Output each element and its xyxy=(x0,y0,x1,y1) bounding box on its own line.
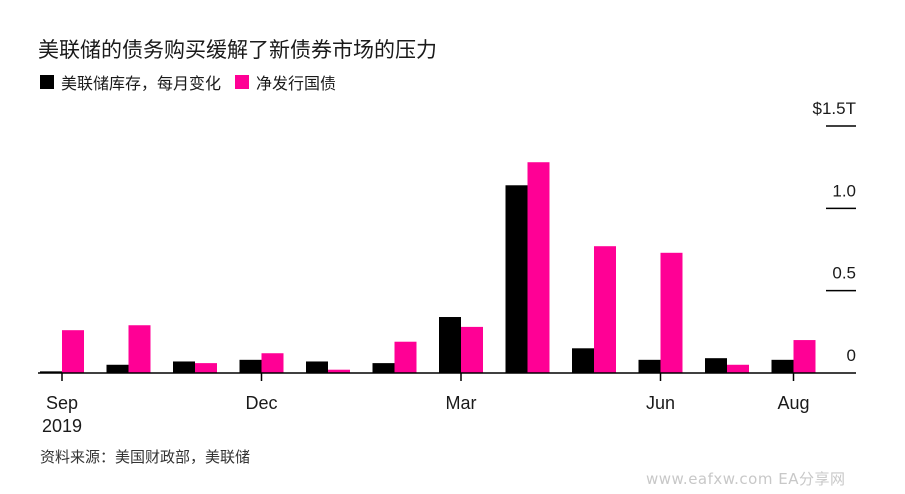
bar-net-issuance xyxy=(128,325,151,373)
chart-title: 美联储的债务购买缓解了新债券市场的压力 xyxy=(38,38,437,62)
bar-net-issuance xyxy=(461,326,483,373)
x-tick-label: Aug xyxy=(777,393,809,413)
legend-label: 美联储库存，每月变化 xyxy=(61,74,222,93)
legend-item-fed-holdings: 美联储库存，每月变化 xyxy=(40,70,221,94)
source-note: 资料来源：美国财政部，美联储 xyxy=(40,448,251,466)
bar-net-issuance xyxy=(727,364,749,373)
legend-swatch-black xyxy=(40,75,54,89)
watermark: www.eafxw.com EA分享网 xyxy=(646,470,846,488)
bar-fed-holdings xyxy=(239,359,262,373)
bar-fed-holdings xyxy=(106,364,129,373)
x-tick-sublabel: 2019 xyxy=(42,416,82,436)
bar-net-issuance xyxy=(328,369,350,373)
bar-fed-holdings xyxy=(505,185,528,373)
bar-fed-holdings xyxy=(439,317,461,373)
bar-fed-holdings xyxy=(40,371,62,373)
legend-label: 净发行国债 xyxy=(256,74,337,93)
y-tick-label: $1.5T xyxy=(813,99,856,118)
y-tick-label: 0.5 xyxy=(832,264,856,283)
x-tick-label: Jun xyxy=(646,393,675,413)
bar-net-issuance xyxy=(261,353,284,373)
legend: 美联储库存，每月变化 净发行国债 xyxy=(40,70,350,94)
bar-fed-holdings xyxy=(705,358,727,373)
y-tick-label: 0 xyxy=(847,346,856,365)
bar-net-issuance xyxy=(62,330,84,373)
x-tick-label: Mar xyxy=(446,393,477,413)
bar-net-issuance xyxy=(195,363,217,373)
legend-item-net-issuance: 净发行国债 xyxy=(235,70,336,94)
x-tick-label: Sep xyxy=(46,393,78,413)
bar-fed-holdings xyxy=(306,361,328,373)
bar-fed-holdings xyxy=(638,359,661,373)
bar-net-issuance xyxy=(594,246,616,373)
x-tick-label: Dec xyxy=(245,393,277,413)
legend-swatch-pink xyxy=(235,75,250,89)
bar-fed-holdings xyxy=(771,359,794,373)
bar-net-issuance xyxy=(394,341,417,373)
bar-net-issuance xyxy=(793,340,816,373)
bar-net-issuance xyxy=(660,252,683,373)
bar-fed-holdings xyxy=(372,363,395,373)
bar-fed-holdings xyxy=(173,361,195,373)
bar-fed-holdings xyxy=(572,348,594,373)
bar-net-issuance xyxy=(527,162,550,373)
y-tick-label: 1.0 xyxy=(832,181,856,200)
